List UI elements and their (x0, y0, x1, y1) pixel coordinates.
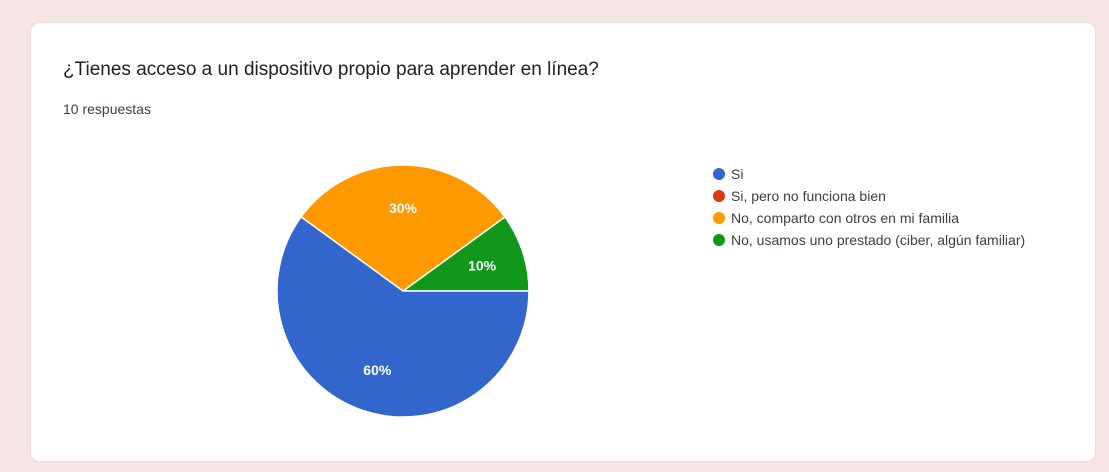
pie-slice (400, 215, 530, 292)
legend-item-si: Si (713, 166, 1053, 183)
chart-legend: Si Si, pero no funciona bien No, compart… (713, 166, 1053, 254)
question-card: ¿Tienes acceso a un dispositivo propio p… (30, 22, 1096, 462)
legend-swatch (713, 234, 725, 246)
slice-label: 30% (389, 200, 418, 216)
legend-swatch (713, 168, 725, 180)
pie-slice (276, 215, 530, 418)
response-count: 10 respuestas (63, 101, 151, 117)
legend-label: No, usamos uno prestado (ciber, algún fa… (731, 232, 1026, 248)
question-title: ¿Tienes acceso a un dispositivo propio p… (63, 59, 599, 80)
pie-slice (300, 164, 506, 292)
legend-swatch (713, 212, 725, 224)
legend-swatch (713, 190, 725, 202)
legend-label: Si, pero no funciona bien (731, 188, 886, 204)
legend-item-si-no-funciona: Si, pero no funciona bien (713, 188, 1053, 205)
legend-label: Si (731, 166, 744, 182)
legend-item-prestado: No, usamos uno prestado (ciber, algún fa… (713, 232, 1053, 249)
legend-item-comparto: No, comparto con otros en mi familia (713, 210, 1053, 227)
pie-chart: 10% 30% 60% (276, 164, 530, 418)
slice-label: 60% (363, 362, 392, 378)
legend-label: No, comparto con otros en mi familia (731, 210, 959, 226)
slice-label: 10% (468, 257, 497, 273)
